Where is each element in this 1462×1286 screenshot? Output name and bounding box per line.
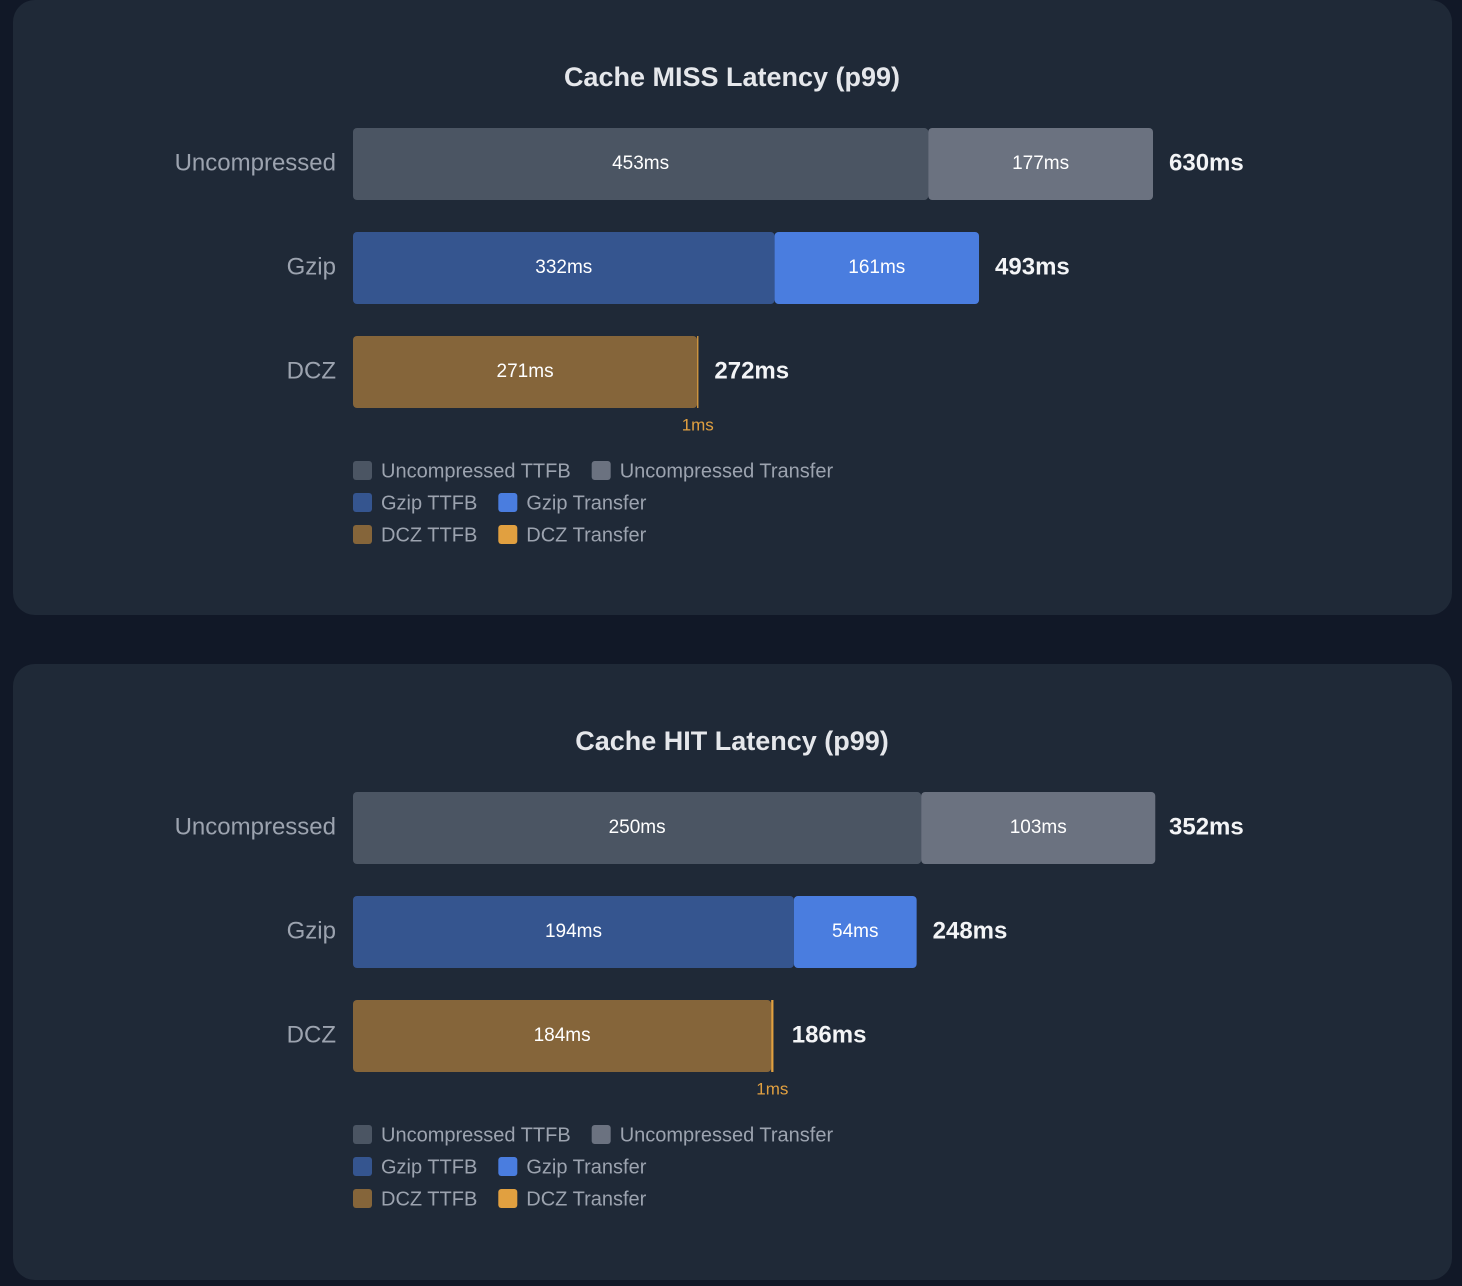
legend-label: Uncompressed TTFB — [381, 1124, 571, 1146]
legend-swatch — [353, 525, 372, 544]
legend-swatch — [591, 1125, 611, 1144]
value-label: 177ms — [1012, 153, 1069, 174]
value-label: 161ms — [848, 257, 905, 278]
value-label: 250ms — [609, 817, 666, 838]
legend-label: Uncompressed TTFB — [381, 460, 571, 482]
total-label: 272ms — [714, 357, 789, 384]
value-label: 1ms — [682, 415, 714, 434]
legend-label: Uncompressed Transfer — [620, 1124, 834, 1146]
bar-segment — [774, 232, 980, 304]
total-label: 352ms — [1169, 813, 1244, 840]
category-label: DCZ — [287, 357, 336, 384]
legend-label: DCZ Transfer — [526, 1188, 646, 1210]
bar-segment — [793, 896, 917, 968]
bar-segment — [353, 896, 794, 968]
total-label: 248ms — [933, 917, 1008, 944]
bar-segment — [353, 128, 929, 200]
category-label: Uncompressed — [175, 813, 336, 840]
value-label: 54ms — [832, 921, 878, 942]
category-label: Gzip — [287, 253, 336, 280]
value-label: 184ms — [534, 1025, 591, 1046]
chart-title: Cache HIT Latency (p99) — [575, 726, 889, 756]
total-label: 186ms — [792, 1021, 867, 1048]
legend-swatch — [498, 493, 518, 512]
legend-swatch — [353, 1125, 372, 1144]
legend-swatch — [353, 1157, 372, 1176]
bar-segment — [353, 792, 922, 864]
bar-segment — [353, 1000, 772, 1072]
bar-segment — [353, 336, 698, 408]
value-label: 103ms — [1010, 817, 1067, 838]
card — [13, 664, 1452, 1280]
legend-swatch — [498, 1157, 518, 1176]
bar-segment — [921, 792, 1156, 864]
value-label: 194ms — [545, 921, 602, 942]
legend-label: DCZ Transfer — [526, 524, 646, 546]
legend-label: Gzip Transfer — [526, 1156, 646, 1178]
legend-label: Gzip TTFB — [381, 492, 477, 514]
legend-swatch — [353, 493, 372, 512]
legend-label: DCZ TTFB — [381, 1188, 477, 1210]
value-label: 1ms — [756, 1079, 788, 1098]
legend-swatch — [498, 1189, 518, 1208]
legend-label: Uncompressed Transfer — [620, 460, 834, 482]
category-label: DCZ — [287, 1021, 336, 1048]
total-label: 493ms — [995, 253, 1070, 280]
chart-title: Cache MISS Latency (p99) — [564, 62, 900, 92]
legend-label: DCZ TTFB — [381, 524, 477, 546]
bar-segment — [771, 1000, 774, 1072]
legend-label: Gzip TTFB — [381, 1156, 477, 1178]
card — [13, 0, 1452, 615]
value-label: 332ms — [535, 257, 592, 278]
legend-swatch — [591, 461, 611, 480]
value-label: 271ms — [497, 361, 554, 382]
legend-swatch — [353, 461, 372, 480]
category-label: Gzip — [287, 917, 336, 944]
bar-segment — [353, 232, 775, 304]
value-label: 453ms — [612, 153, 669, 174]
bar-segment — [928, 128, 1153, 200]
legend-swatch — [353, 1189, 372, 1208]
legend-swatch — [498, 525, 518, 544]
total-label: 630ms — [1169, 149, 1244, 176]
category-label: Uncompressed — [175, 149, 336, 176]
legend-label: Gzip Transfer — [526, 492, 646, 514]
bar-segment — [697, 336, 699, 408]
